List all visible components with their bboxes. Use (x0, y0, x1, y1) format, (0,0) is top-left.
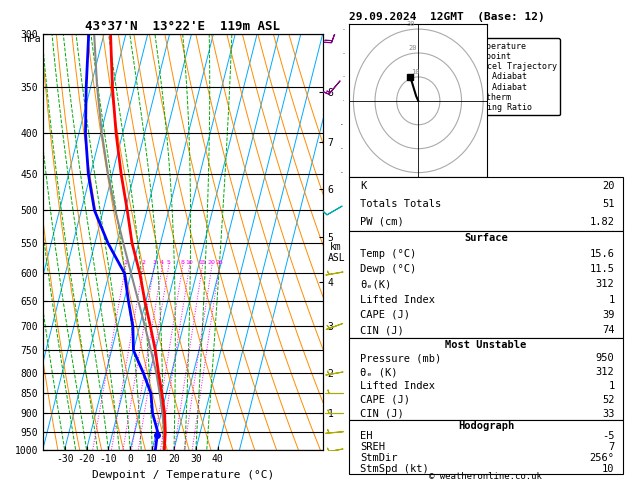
Text: 312: 312 (596, 279, 615, 289)
Text: 39: 39 (602, 310, 615, 320)
Text: CAPE (J): CAPE (J) (360, 310, 410, 320)
Text: 20: 20 (208, 260, 216, 265)
Text: 1.82: 1.82 (589, 217, 615, 227)
Text: θₑ (K): θₑ (K) (360, 367, 398, 377)
Text: Hodograph: Hodograph (458, 421, 514, 431)
Text: 30: 30 (406, 21, 415, 27)
Text: 1: 1 (608, 381, 615, 391)
Text: 1: 1 (123, 260, 127, 265)
Text: Lifted Index: Lifted Index (360, 381, 435, 391)
Text: 8: 8 (181, 260, 184, 265)
Text: 4: 4 (160, 260, 164, 265)
Text: CAPE (J): CAPE (J) (360, 395, 410, 405)
Text: 15.6: 15.6 (589, 249, 615, 259)
Text: 10: 10 (186, 260, 193, 265)
Text: 15: 15 (198, 260, 206, 265)
Text: 29.09.2024  12GMT  (Base: 12): 29.09.2024 12GMT (Base: 12) (349, 12, 545, 22)
X-axis label: Dewpoint / Temperature (°C): Dewpoint / Temperature (°C) (92, 470, 274, 480)
Text: θₑ(K): θₑ(K) (360, 279, 391, 289)
Text: 51: 51 (602, 199, 615, 209)
Text: EH: EH (360, 432, 372, 441)
Text: -5: -5 (602, 432, 615, 441)
Text: K: K (360, 181, 366, 191)
Text: StmDir: StmDir (360, 453, 398, 463)
Text: © weatheronline.co.uk: © weatheronline.co.uk (429, 472, 542, 481)
Text: 74: 74 (602, 325, 615, 335)
Text: 20: 20 (409, 45, 418, 51)
Text: SREH: SREH (360, 442, 385, 452)
Text: Dewp (°C): Dewp (°C) (360, 264, 416, 274)
Text: 950: 950 (596, 353, 615, 364)
Text: hPa: hPa (23, 34, 41, 44)
Text: 312: 312 (596, 367, 615, 377)
Text: PW (cm): PW (cm) (360, 217, 404, 227)
Y-axis label: km
ASL: km ASL (327, 242, 345, 263)
X-axis label: kt: kt (413, 185, 423, 193)
Text: 10: 10 (411, 69, 420, 74)
Text: CIN (J): CIN (J) (360, 325, 404, 335)
Legend: Temperature, Dewpoint, Parcel Trajectory, Dry Adiabat, Wet Adiabat, Isotherm, Mi: Temperature, Dewpoint, Parcel Trajectory… (452, 38, 560, 115)
Text: Most Unstable: Most Unstable (445, 340, 526, 349)
Text: Pressure (mb): Pressure (mb) (360, 353, 442, 364)
Text: Totals Totals: Totals Totals (360, 199, 442, 209)
Text: StmSpd (kt): StmSpd (kt) (360, 464, 429, 473)
Text: Surface: Surface (464, 233, 508, 243)
Title: 43°37'N  13°22'E  119m ASL: 43°37'N 13°22'E 119m ASL (85, 20, 281, 33)
Text: 25: 25 (215, 260, 223, 265)
Text: Temp (°C): Temp (°C) (360, 249, 416, 259)
Text: 3: 3 (152, 260, 156, 265)
Text: 1: 1 (608, 295, 615, 305)
Text: 10: 10 (602, 464, 615, 473)
Text: Lifted Index: Lifted Index (360, 295, 435, 305)
Text: 33: 33 (602, 409, 615, 418)
Text: 5: 5 (167, 260, 170, 265)
Text: 20: 20 (602, 181, 615, 191)
Text: CIN (J): CIN (J) (360, 409, 404, 418)
Text: 11.5: 11.5 (589, 264, 615, 274)
Text: 7: 7 (608, 442, 615, 452)
Text: 256°: 256° (589, 453, 615, 463)
Text: 2: 2 (141, 260, 145, 265)
Text: 52: 52 (602, 395, 615, 405)
